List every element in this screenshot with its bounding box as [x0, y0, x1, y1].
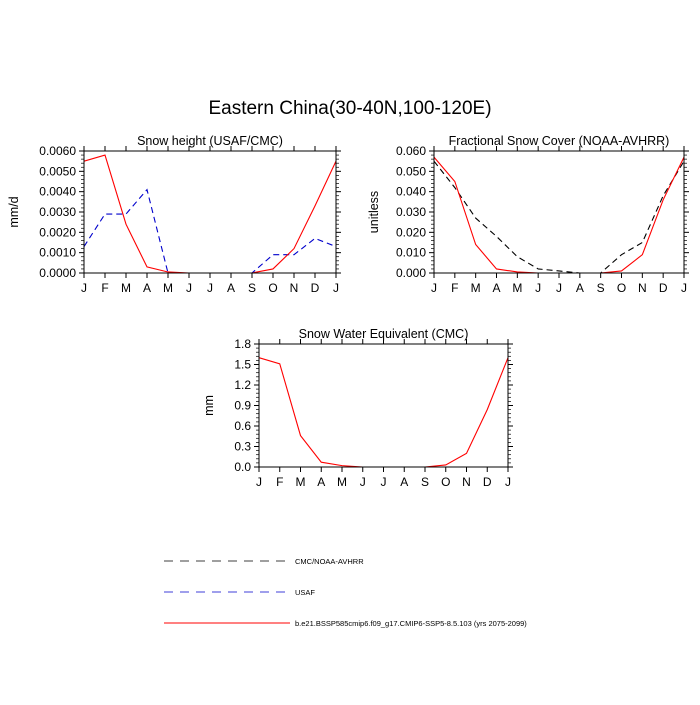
- y-tick-label: 0.0010: [39, 246, 76, 260]
- x-tick-label: O: [268, 281, 277, 295]
- x-tick-label: F: [451, 281, 458, 295]
- y-axis-label: mm/d: [7, 196, 21, 227]
- panel-title: Snow height (USAF/CMC): [137, 134, 283, 148]
- y-tick-label: 0.0020: [39, 225, 76, 239]
- x-tick-label: M: [121, 281, 131, 295]
- x-tick-label: J: [535, 281, 541, 295]
- y-tick-label: 0.0060: [39, 144, 76, 158]
- x-tick-label: F: [276, 475, 283, 489]
- y-tick-label: 1.5: [234, 358, 251, 372]
- x-tick-label: A: [576, 281, 584, 295]
- y-tick-label: 0.010: [396, 246, 426, 260]
- x-tick-label: J: [556, 281, 562, 295]
- legend-label-cmc: CMC/NOAA-AVHRR: [295, 557, 364, 566]
- x-tick-label: N: [290, 281, 299, 295]
- x-tick-label: A: [492, 281, 500, 295]
- x-tick-label: N: [638, 281, 647, 295]
- x-tick-label: O: [617, 281, 626, 295]
- y-tick-label: 0.000: [396, 266, 426, 280]
- y-tick-label: 0.030: [396, 205, 426, 219]
- panel-title: Fractional Snow Cover (NOAA-AVHRR): [449, 134, 670, 148]
- legend-label-model: b.e21.BSSP585cmip6.f09_g17.CMIP6-SSP5-8.…: [295, 619, 527, 628]
- x-tick-label: A: [143, 281, 151, 295]
- y-tick-label: 0.9: [234, 399, 251, 413]
- y-tick-label: 0.6: [234, 419, 251, 433]
- x-tick-label: J: [207, 281, 213, 295]
- y-tick-label: 0.050: [396, 164, 426, 178]
- y-axis-label: mm: [202, 395, 216, 416]
- figure-title: Eastern China(30-40N,100-120E): [208, 98, 491, 119]
- x-tick-label: M: [163, 281, 173, 295]
- x-tick-label: A: [227, 281, 235, 295]
- x-tick-label: S: [597, 281, 605, 295]
- legend-label-usaf: USAF: [295, 588, 315, 597]
- x-tick-label: A: [400, 475, 408, 489]
- panel-title: Snow Water Equivalent (CMC): [299, 327, 469, 341]
- x-tick-label: A: [317, 475, 325, 489]
- x-tick-label: O: [441, 475, 450, 489]
- x-tick-label: J: [256, 475, 262, 489]
- x-tick-label: J: [186, 281, 192, 295]
- y-tick-label: 0.0050: [39, 164, 76, 178]
- y-tick-label: 1.2: [234, 378, 251, 392]
- y-tick-label: 0.060: [396, 144, 426, 158]
- y-tick-label: 0.3: [234, 440, 251, 454]
- x-tick-label: J: [381, 475, 387, 489]
- x-tick-label: D: [483, 475, 492, 489]
- x-tick-label: S: [248, 281, 256, 295]
- y-tick-label: 0.0000: [39, 266, 76, 280]
- x-tick-label: S: [421, 475, 429, 489]
- x-tick-label: J: [81, 281, 87, 295]
- x-tick-label: J: [360, 475, 366, 489]
- x-tick-label: M: [337, 475, 347, 489]
- x-tick-label: M: [512, 281, 522, 295]
- x-tick-label: J: [681, 281, 687, 295]
- x-tick-label: D: [311, 281, 320, 295]
- y-tick-label: 0.020: [396, 225, 426, 239]
- x-tick-label: M: [471, 281, 481, 295]
- y-tick-label: 0.0040: [39, 185, 76, 199]
- y-tick-label: 0.040: [396, 185, 426, 199]
- x-tick-label: D: [659, 281, 668, 295]
- y-axis-label: unitless: [367, 191, 381, 233]
- y-tick-label: 1.8: [234, 337, 251, 351]
- y-tick-label: 0.0030: [39, 205, 76, 219]
- y-tick-label: 0.0: [234, 460, 251, 474]
- x-tick-label: F: [101, 281, 108, 295]
- x-tick-label: J: [505, 475, 511, 489]
- x-tick-label: J: [333, 281, 339, 295]
- x-tick-label: J: [431, 281, 437, 295]
- x-tick-label: M: [296, 475, 306, 489]
- x-tick-label: N: [462, 475, 471, 489]
